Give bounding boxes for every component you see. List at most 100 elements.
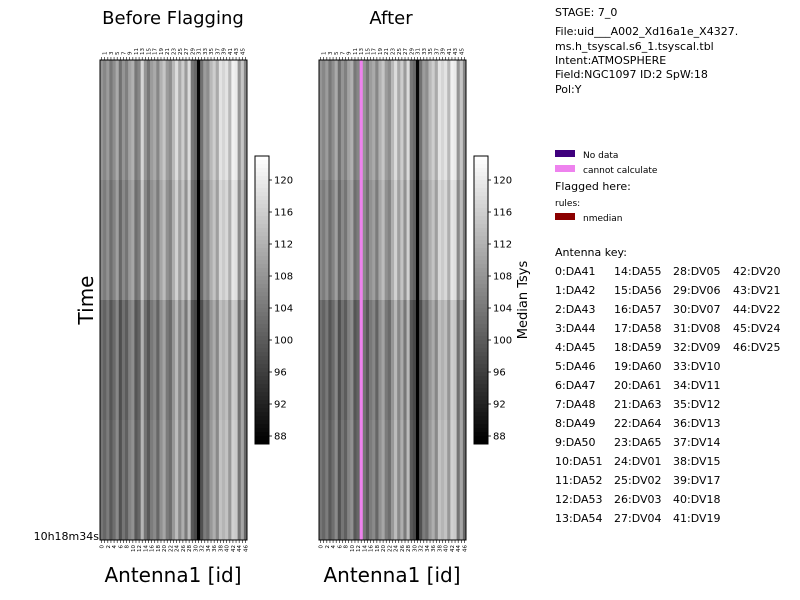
heatmap-cell: [344, 420, 348, 541]
heatmap-cell: [143, 420, 148, 541]
heatmap-cell: [234, 420, 239, 541]
colorbar-gradient-band: [255, 428, 269, 433]
intent-text: Intent:ATMOSPHERE: [555, 54, 667, 67]
x-tick-label-bottom: 26: [181, 545, 187, 552]
colorbar-gradient-band: [474, 232, 488, 237]
colorbar-gradient-band: [474, 184, 488, 189]
heatmap-cell: [378, 420, 382, 541]
colorbar-gradient-band: [474, 156, 488, 161]
colorbar-gradient-band: [474, 176, 488, 181]
x-tick-label-bottom: 10: [350, 545, 356, 552]
heatmap-cell: [171, 60, 176, 181]
heatmap-cell: [381, 300, 386, 421]
heatmap-cell: [362, 180, 367, 301]
heatmap-cell: [344, 300, 348, 421]
heatmap-cell: [462, 60, 467, 181]
heatmap-cell: [447, 420, 451, 541]
colorbar-gradient-band: [255, 400, 269, 405]
heatmap-cell: [181, 300, 185, 421]
heatmap-cell: [168, 300, 173, 421]
antenna-key-entry: 15:DA56: [614, 284, 662, 297]
heatmap-cell: [146, 180, 151, 301]
colorbar-gradient-band: [255, 188, 269, 193]
colorbar-gradient-band: [255, 256, 269, 261]
colorbar-tick-label: 120: [274, 176, 293, 187]
colorbar-tick-label: 112: [493, 240, 512, 251]
heatmap-cell: [437, 420, 442, 541]
colorbar-gradient-band: [255, 248, 269, 253]
heatmap-cell: [372, 300, 376, 421]
heatmap-cell: [243, 180, 248, 301]
colorbar-gradient-band: [255, 408, 269, 413]
colorbar-gradient-band: [474, 276, 488, 281]
heatmap-cell: [234, 180, 239, 301]
heatmap-cell: [150, 180, 154, 301]
heatmap-cell: [200, 420, 204, 541]
colorbar-gradient-band: [255, 432, 269, 437]
colorbar-gradient-band: [474, 284, 488, 289]
colorbar-gradient-band: [255, 260, 269, 265]
heatmap-cell: [196, 300, 201, 421]
x-tick-label-bottom: 18: [156, 545, 162, 552]
colorbar-gradient-band: [474, 336, 488, 341]
heatmap-cell: [325, 180, 329, 301]
heatmap-cell: [153, 420, 157, 541]
heatmap-cell: [384, 180, 389, 301]
antenna-key-entry: 16:DA57: [614, 303, 662, 316]
colorbar-gradient-band: [255, 264, 269, 269]
x-tick-label-top: 41: [228, 48, 234, 55]
heatmap-cell: [440, 300, 445, 421]
heatmap-cell: [187, 420, 192, 541]
heatmap-cell: [228, 60, 232, 181]
heatmap-cell: [444, 60, 448, 181]
heatmap-cell: [171, 300, 176, 421]
colorbar-gradient-band: [474, 204, 488, 209]
heatmap-cell: [178, 300, 182, 421]
x-tick-label-top: 17: [372, 48, 378, 55]
colorbar-gradient-band: [255, 348, 269, 353]
heatmap-cell: [390, 60, 395, 181]
x-tick-label-top: 27: [184, 48, 190, 55]
heatmap-cell: [218, 420, 223, 541]
heatmap-cell: [453, 180, 458, 301]
heatmap-cell: [137, 60, 142, 181]
heatmap-cell: [228, 420, 232, 541]
heatmap-cell: [184, 60, 188, 181]
colorbar-gradient-band: [474, 220, 488, 225]
heatmap-cell: [218, 180, 223, 301]
heatmap-cell: [159, 300, 163, 421]
heatmap-cell: [319, 180, 323, 301]
colorbar-gradient-band: [255, 172, 269, 177]
heatmap-cell: [459, 180, 464, 301]
colorbar-gradient-band: [474, 380, 488, 385]
heatmap-cell: [218, 300, 223, 421]
colorbar-tick-label: 88: [493, 432, 506, 443]
heatmap-cell: [221, 420, 226, 541]
x-tick-label-bottom: 14: [362, 545, 368, 552]
colorbar-tick-label: 100: [493, 336, 512, 347]
colorbar-gradient-band: [474, 256, 488, 261]
x-tick-label-top: 29: [409, 48, 415, 55]
heatmap-cell: [375, 180, 379, 301]
colorbar-gradient-band: [255, 368, 269, 373]
colorbar-gradient-band: [255, 180, 269, 185]
heatmap-cell: [369, 180, 373, 301]
heatmap-cell: [240, 180, 245, 301]
heatmap-cell: [109, 420, 113, 541]
heatmap-cell: [200, 300, 204, 421]
antenna-key-entry: 11:DA52: [555, 474, 603, 487]
x-tick-label-top: 33: [422, 48, 428, 55]
x-tick-label-top: 25: [397, 48, 403, 55]
heatmap-cell: [231, 420, 235, 541]
heatmap-cell: [347, 60, 351, 181]
heatmap-cell: [118, 180, 123, 301]
panel-title-after: After: [369, 8, 413, 29]
antenna-key-entry: 3:DA44: [555, 322, 596, 335]
heatmap-cell: [459, 300, 464, 421]
heatmap-cell: [225, 180, 229, 301]
heatmap-cell: [450, 420, 454, 541]
antenna-key-entry: 27:DV04: [614, 512, 662, 525]
colorbar-tick-label: 104: [493, 304, 512, 315]
antenna-key-entry: 6:DA47: [555, 379, 596, 392]
heatmap-cell: [178, 60, 182, 181]
